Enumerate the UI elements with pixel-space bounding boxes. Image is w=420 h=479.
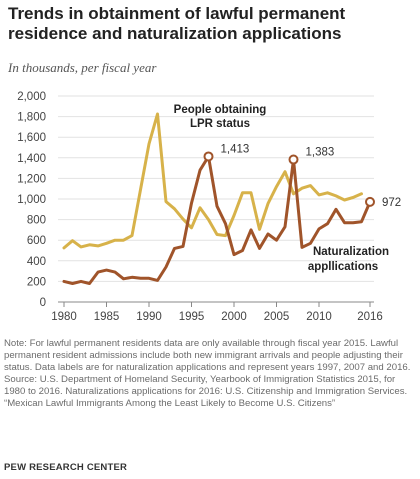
x-tick-label: 2005 <box>264 311 290 323</box>
x-tick-label: 1990 <box>136 311 162 323</box>
notes-block: Note: For lawful permanent residents dat… <box>4 338 416 410</box>
y-tick-label: 800 <box>27 215 46 227</box>
data-label-marker <box>288 154 299 165</box>
y-tick-label: 1,800 <box>17 112 46 124</box>
source-text: Source: U.S. Department of Homeland Secu… <box>4 374 408 397</box>
x-tick-label: 2000 <box>221 311 247 323</box>
x-axis-ticks: 1980 1985 1990 1995 2000 2005 2010 2016 <box>51 302 383 323</box>
chart-subtitle: In thousands, per fiscal year <box>8 60 157 75</box>
data-label: 1,383 <box>306 147 335 159</box>
series-label-lpr-line2: LPR status <box>190 118 250 130</box>
note-text: Note: For lawful permanent residents dat… <box>4 338 411 373</box>
x-tick-label: 2016 <box>357 311 383 323</box>
line-chart: 0 200 400 600 800 1,000 1,200 1,400 1,600 1,800 2,… <box>17 91 402 323</box>
y-tick-label: 0 <box>40 297 46 309</box>
series-label-nat-line2: appllications <box>308 261 378 273</box>
data-labels: 1,413 1,383 972 <box>221 143 402 208</box>
y-tick-label: 2,000 <box>17 91 46 103</box>
series-label-nat-line1: Naturalization <box>313 246 389 258</box>
x-tick-label: 1985 <box>94 311 120 323</box>
x-tick-label: 1995 <box>179 311 205 323</box>
y-tick-label: 200 <box>27 276 46 288</box>
org-name: PEW RESEARCH CENTER <box>4 462 128 473</box>
data-label-marker <box>203 151 214 162</box>
series-line-naturalization <box>62 155 372 285</box>
y-tick-label: 1,200 <box>17 173 46 185</box>
data-label: 972 <box>382 197 401 209</box>
chart-title: Trends in obtainment of lawful permanent… <box>8 4 346 43</box>
data-label-markers <box>203 151 375 207</box>
series-label-lpr-line1: People obtaining <box>174 104 267 116</box>
x-tick-label: 2010 <box>306 311 332 323</box>
y-tick-label: 400 <box>27 256 46 268</box>
data-label-marker <box>365 196 375 207</box>
series-line-lpr <box>62 112 363 250</box>
y-tick-label: 600 <box>27 235 46 247</box>
x-tick-label: 1980 <box>51 311 77 323</box>
y-tick-label: 1,600 <box>17 132 46 144</box>
report-title: “Mexican Lawful Immigrants Among the Lea… <box>4 398 336 409</box>
y-tick-label: 1,400 <box>17 153 46 165</box>
series-lines <box>62 112 372 285</box>
y-tick-label: 1,000 <box>17 194 46 206</box>
y-axis-ticks: 0 200 400 600 800 1,000 1,200 1,400 1,600 1,800 2,… <box>17 91 46 309</box>
data-label: 1,413 <box>221 143 250 155</box>
